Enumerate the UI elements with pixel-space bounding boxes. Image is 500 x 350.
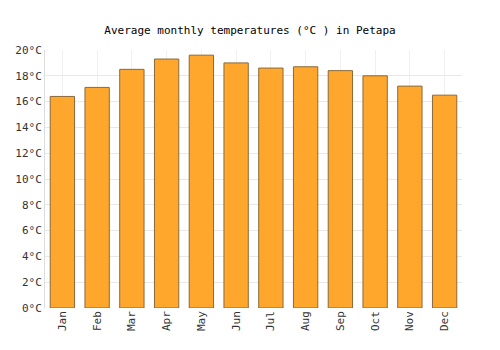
svg-text:6°C: 6°C [22,224,42,237]
svg-text:2°C: 2°C [22,276,42,289]
svg-text:14°C: 14°C [15,121,42,134]
svg-text:10°C: 10°C [15,173,42,186]
svg-text:Sep: Sep [334,311,347,331]
svg-text:Aug: Aug [299,311,312,331]
svg-text:May: May [195,311,208,331]
svg-text:16°C: 16°C [15,95,42,108]
svg-text:Feb: Feb [91,311,104,331]
svg-text:Oct: Oct [369,311,382,331]
svg-text:Apr: Apr [160,311,173,331]
svg-text:Jul: Jul [264,311,277,331]
svg-text:Mar: Mar [125,311,138,331]
svg-text:Nov: Nov [403,311,416,331]
svg-text:Jun: Jun [230,311,243,331]
svg-text:20°C: 20°C [15,44,42,57]
svg-text:18°C: 18°C [15,70,42,83]
svg-text:12°C: 12°C [15,147,42,160]
svg-text:Dec: Dec [438,311,451,331]
svg-text:8°C: 8°C [22,199,42,212]
svg-text:0°C: 0°C [22,302,42,315]
svg-text:Average monthly temperatures (: Average monthly temperatures (°C ) in Pe… [104,24,395,37]
svg-text:Jan: Jan [56,311,69,331]
svg-text:4°C: 4°C [22,250,42,263]
